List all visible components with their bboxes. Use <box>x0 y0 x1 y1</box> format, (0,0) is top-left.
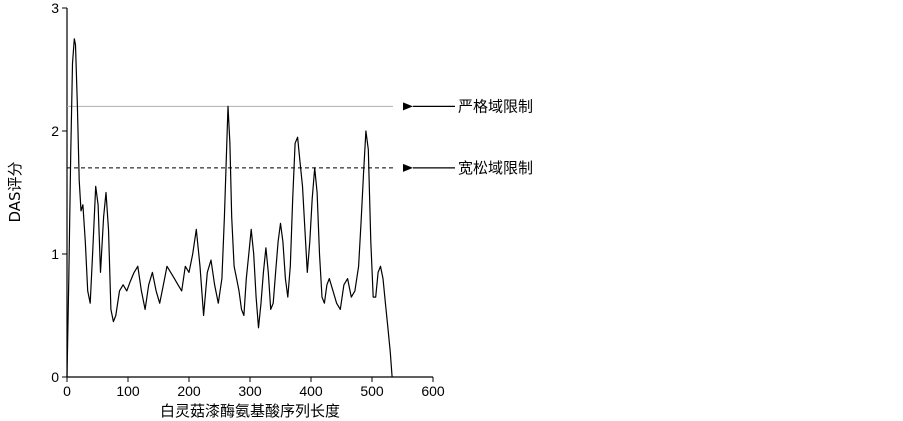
threshold-label-loose: 宽松域限制 <box>458 159 533 177</box>
y-tick-label-2: 2 <box>51 123 59 139</box>
x-axis-title: 白灵菇漆酶氨基酸序列长度 <box>160 402 340 420</box>
axes: 0 100 200 300 400 500 600 0 1 2 3 <box>51 0 445 399</box>
x-tick-label-4: 400 <box>299 383 323 399</box>
y-tick-label-1: 1 <box>51 246 59 262</box>
threshold-label-strict: 严格域限制 <box>458 97 533 115</box>
y-tick-label-3: 3 <box>51 0 59 16</box>
x-tick-label-1: 100 <box>116 383 140 399</box>
y-axis-title: DAS评分 <box>6 161 24 222</box>
x-tick-label-0: 0 <box>63 383 71 399</box>
x-tick-label-6: 600 <box>421 383 445 399</box>
x-tick-label-3: 300 <box>238 383 262 399</box>
x-tick-label-2: 200 <box>177 383 201 399</box>
x-tick-label-5: 500 <box>360 383 384 399</box>
series-group <box>66 38 393 378</box>
das-series-line-0 <box>66 38 393 378</box>
y-tick-label-0: 0 <box>51 369 59 385</box>
